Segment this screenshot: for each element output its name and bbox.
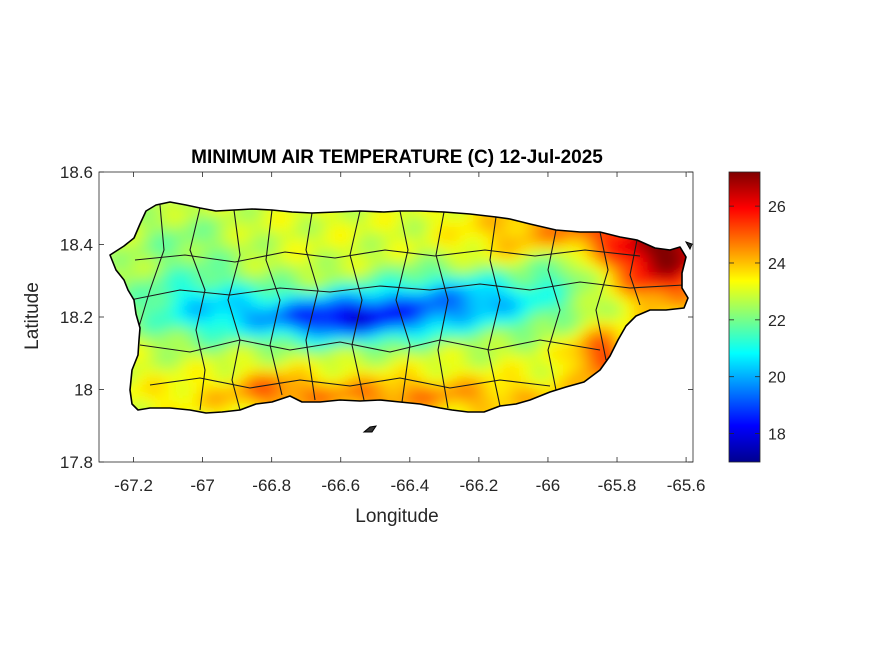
- municipality-border: [189, 207, 206, 411]
- x-axis: -67.2 -67 -66.8 -66.6 -66.4 -66.2 -66 -65.8 -65.…: [114, 172, 705, 495]
- colorbar-tick-label: 24: [768, 256, 786, 273]
- municipality-border: [265, 209, 283, 396]
- colorbar-gradient: [728, 171, 761, 463]
- municipality-border: [129, 281, 685, 301]
- municipality-border: [435, 211, 449, 409]
- y-axis: 17.8 18 18.2 18.4 18.6: [60, 163, 693, 472]
- x-tick-label: -67: [190, 476, 215, 495]
- x-tick-label: -66.4: [390, 476, 429, 495]
- x-tick-label: -67.2: [114, 476, 153, 495]
- x-tick-label: -66.6: [321, 476, 360, 495]
- x-tick-label: -65.8: [598, 476, 637, 495]
- municipality-borders: [129, 204, 685, 411]
- y-tick-label: 18: [74, 381, 93, 400]
- x-tick-label: -66.2: [460, 476, 499, 495]
- x-tick-label: -66: [536, 476, 561, 495]
- municipality-border: [149, 377, 551, 389]
- municipality-border: [487, 216, 501, 407]
- island-coastline: [109, 201, 689, 414]
- small-islands: [362, 241, 693, 433]
- colorbar-tick-label: 26: [768, 199, 786, 216]
- caja-de-muertos-islet: [362, 425, 378, 433]
- municipality-border: [595, 231, 609, 361]
- colorbar: 18 20 22 24 26: [728, 171, 786, 463]
- municipality-border: [305, 212, 319, 401]
- colorbar-tick-label: 20: [768, 370, 786, 387]
- x-tick-label: -65.6: [667, 476, 706, 495]
- municipality-border: [547, 229, 561, 391]
- x-tick-label: -66.8: [252, 476, 291, 495]
- municipality-border: [137, 204, 165, 331]
- municipality-border: [395, 210, 411, 403]
- municipality-border: [349, 210, 365, 401]
- chart-title: MINIMUM AIR TEMPERATURE (C) 12-Jul-2025: [191, 147, 603, 168]
- colorbar-tick-label: 22: [768, 313, 786, 330]
- municipality-border: [134, 249, 641, 263]
- colorbar-ticks: 18 20 22 24 26: [729, 199, 786, 444]
- y-axis-label: Latitude: [22, 282, 43, 350]
- municipality-border: [629, 239, 641, 306]
- colorbar-tick-label: 18: [768, 427, 786, 444]
- northeast-islet: [684, 241, 693, 251]
- municipality-border: [139, 339, 601, 353]
- y-tick-label: 18.2: [60, 308, 93, 327]
- x-axis-label: Longitude: [355, 506, 438, 527]
- y-tick-label: 18.4: [60, 236, 93, 255]
- y-tick-label: 18.6: [60, 163, 93, 182]
- y-tick-label: 17.8: [60, 453, 93, 472]
